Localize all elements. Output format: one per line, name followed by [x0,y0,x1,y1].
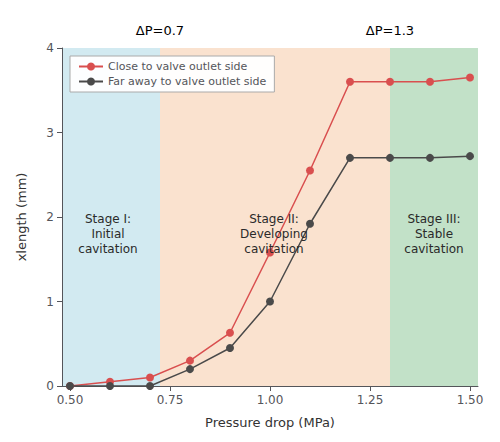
svg-text:cavitation: cavitation [404,242,463,256]
svg-text:cavitation: cavitation [78,242,137,256]
svg-text:ΔP=1.3: ΔP=1.3 [366,23,414,38]
svg-text:Stage III:: Stage III: [407,212,460,226]
svg-text:cavitation: cavitation [244,242,303,256]
svg-text:1.00: 1.00 [257,393,284,407]
svg-text:1: 1 [46,295,54,309]
svg-text:1.50: 1.50 [457,393,484,407]
svg-text:4: 4 [46,41,54,55]
svg-text:Stage I:: Stage I: [85,212,131,226]
svg-text:Far away to valve outlet side: Far away to valve outlet side [108,75,267,88]
svg-text:ΔP=0.7: ΔP=0.7 [136,23,184,38]
svg-text:2: 2 [46,210,54,224]
svg-text:1.25: 1.25 [357,393,384,407]
svg-text:Stage II:: Stage II: [249,212,299,226]
svg-text:0.50: 0.50 [57,393,84,407]
svg-text:3: 3 [46,126,54,140]
svg-text:Close to valve outlet side: Close to valve outlet side [108,60,247,73]
svg-text:Pressure drop (MPa): Pressure drop (MPa) [205,415,335,430]
svg-text:Developing: Developing [240,227,308,241]
svg-text:Initial: Initial [91,227,124,241]
svg-text:0.75: 0.75 [157,393,184,407]
svg-text:xlength (mm): xlength (mm) [14,173,29,262]
svg-text:0: 0 [46,379,54,393]
svg-text:Stable: Stable [415,227,453,241]
